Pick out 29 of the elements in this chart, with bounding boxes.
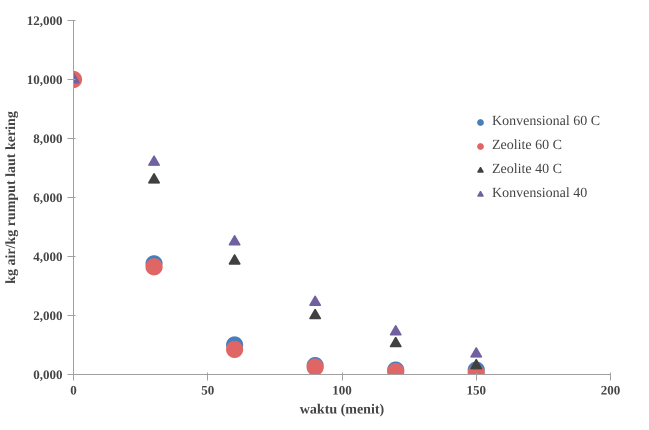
x-tick-label: 50 — [201, 382, 214, 398]
point — [309, 295, 322, 306]
y-tick-label: 0,000 — [33, 367, 62, 382]
point — [145, 258, 163, 276]
point — [148, 155, 160, 166]
point — [228, 254, 241, 265]
x-tick-label: 200 — [600, 382, 620, 398]
point — [470, 346, 482, 358]
y-tick-label: 10,000 — [26, 72, 62, 87]
x-axis-title: waktu (menit) — [300, 402, 385, 418]
y-tick-label: 6,000 — [33, 190, 62, 205]
legend-label: Konvensional 60 C — [492, 114, 600, 130]
y-tick-label: 12,000 — [26, 13, 62, 28]
y-tick-label: 8,000 — [33, 131, 62, 146]
y-axis-title: kg air/kg rumput laut kering — [4, 111, 19, 284]
point — [390, 324, 402, 336]
point — [390, 336, 402, 348]
legend-label: Zeolite 40 C — [492, 162, 562, 178]
y-tick-label: 4,000 — [33, 249, 62, 264]
x-tick-label: 100 — [332, 382, 352, 398]
y-tick-label: 2,000 — [33, 308, 62, 323]
x-tick-label: 150 — [466, 382, 486, 398]
point — [148, 172, 160, 184]
point — [470, 358, 482, 370]
point — [309, 308, 322, 320]
legend-label: Konvensional 40 — [492, 186, 588, 202]
x-tick-label: 0 — [70, 382, 77, 398]
point — [228, 234, 241, 246]
legend-label: Zeolite 60 C — [492, 138, 562, 154]
